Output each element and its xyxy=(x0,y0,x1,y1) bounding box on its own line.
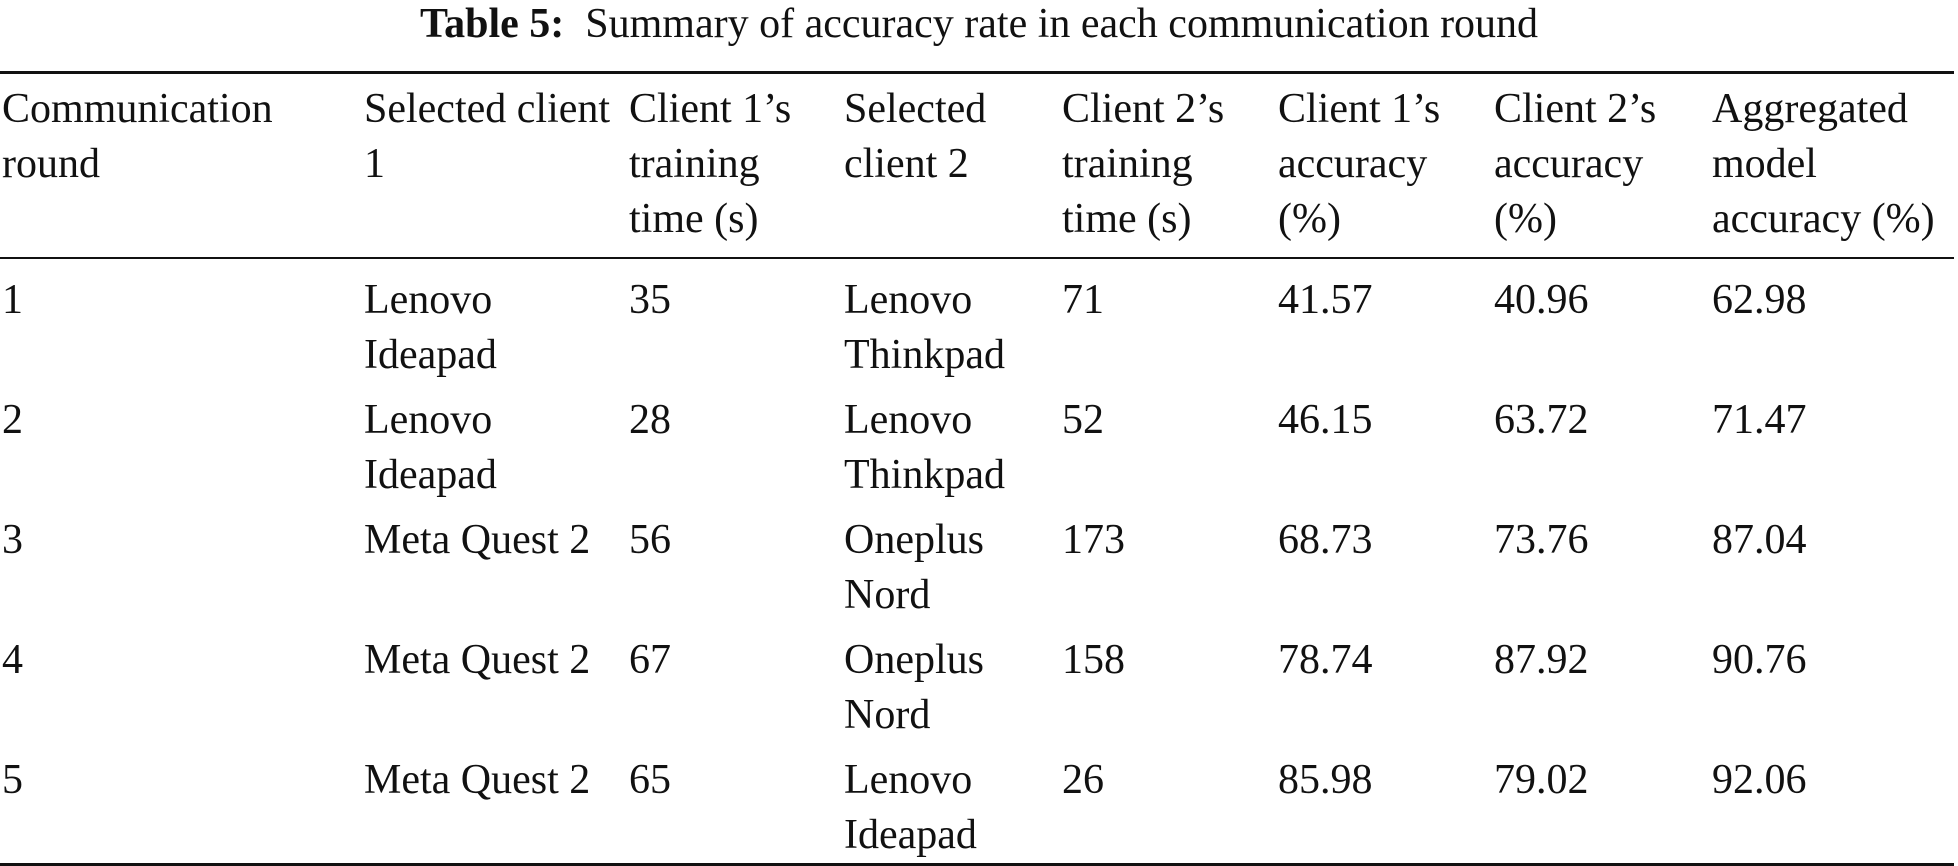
table-caption: Table 5: Summary of accuracy rate in eac… xyxy=(0,0,1958,56)
table-header-row: Communication round Selected client 1 Cl… xyxy=(0,72,1954,258)
cell-communication-round: 2 xyxy=(2,397,23,443)
cell-client-1-accuracy: 41.57 xyxy=(1278,277,1373,323)
cell-client-2-training-time: 71 xyxy=(1062,277,1104,323)
cell-client-2-accuracy: 73.76 xyxy=(1494,517,1589,563)
cell-selected-client-2: Lenovo Thinkpad xyxy=(844,397,1005,498)
header-selected-client-2: Selected client 2 xyxy=(844,86,987,187)
header-aggregated-model-accuracy: Aggregated model accuracy (%) xyxy=(1712,86,1935,242)
cell-client-1-accuracy: 85.98 xyxy=(1278,757,1373,803)
header-client-2-training-time: Client 2’s training time (s) xyxy=(1062,86,1225,242)
cell-selected-client-1: Meta Quest 2 xyxy=(364,637,591,683)
header-selected-client-1: Selected client 1 xyxy=(364,86,611,187)
cell-aggregated-model-accuracy: 62.98 xyxy=(1712,277,1807,323)
cell-selected-client-2: Oneplus Nord xyxy=(844,517,984,618)
cell-communication-round: 4 xyxy=(2,637,23,683)
cell-client-1-training-time: 28 xyxy=(629,397,671,443)
cell-communication-round: 5 xyxy=(2,757,23,803)
table-row: 4 Meta Quest 2 67 Oneplus Nord 158 78.74… xyxy=(0,623,1954,743)
cell-aggregated-model-accuracy: 92.06 xyxy=(1712,757,1807,803)
header-client-1-accuracy: Client 1’s accuracy (%) xyxy=(1278,86,1441,242)
table-row: 1 Lenovo Ideapad 35 Lenovo Thinkpad 71 4… xyxy=(0,258,1954,383)
cell-client-1-training-time: 56 xyxy=(629,517,671,563)
cell-selected-client-2: Lenovo Thinkpad xyxy=(844,277,1005,378)
table-row: 2 Lenovo Ideapad 28 Lenovo Thinkpad 52 4… xyxy=(0,383,1954,503)
cell-client-1-training-time: 67 xyxy=(629,637,671,683)
cell-aggregated-model-accuracy: 87.04 xyxy=(1712,517,1807,563)
cell-client-1-accuracy: 68.73 xyxy=(1278,517,1373,563)
table-row: 5 Meta Quest 2 65 Lenovo Ideapad 26 85.9… xyxy=(0,743,1954,865)
cell-client-2-training-time: 26 xyxy=(1062,757,1104,803)
cell-client-1-accuracy: 78.74 xyxy=(1278,637,1373,683)
cell-client-1-training-time: 35 xyxy=(629,277,671,323)
cell-selected-client-2: Lenovo Ideapad xyxy=(844,757,977,858)
header-client-2-accuracy: Client 2’s accuracy (%) xyxy=(1494,86,1657,242)
cell-client-2-training-time: 173 xyxy=(1062,517,1125,563)
cell-client-2-accuracy: 40.96 xyxy=(1494,277,1589,323)
cell-selected-client-1: Meta Quest 2 xyxy=(364,757,591,803)
cell-client-1-accuracy: 46.15 xyxy=(1278,397,1373,443)
cell-communication-round: 3 xyxy=(2,517,23,563)
cell-selected-client-2: Oneplus Nord xyxy=(844,637,984,738)
cell-client-1-training-time: 65 xyxy=(629,757,671,803)
table-caption-label: Table 5: xyxy=(419,1,565,47)
cell-client-2-training-time: 52 xyxy=(1062,397,1104,443)
header-client-1-training-time: Client 1’s training time (s) xyxy=(629,86,792,242)
cell-client-2-accuracy: 63.72 xyxy=(1494,397,1589,443)
cell-client-2-accuracy: 87.92 xyxy=(1494,637,1589,683)
cell-client-2-accuracy: 79.02 xyxy=(1494,757,1589,803)
cell-aggregated-model-accuracy: 90.76 xyxy=(1712,637,1807,683)
cell-selected-client-1: Lenovo Ideapad xyxy=(364,277,497,378)
cell-client-2-training-time: 158 xyxy=(1062,637,1125,683)
table-caption-text: Summary of accuracy rate in each communi… xyxy=(585,1,1539,47)
table-row: 3 Meta Quest 2 56 Oneplus Nord 173 68.73… xyxy=(0,503,1954,623)
cell-selected-client-1: Lenovo Ideapad xyxy=(364,397,497,498)
header-communication-round: Communication round xyxy=(2,86,273,187)
accuracy-summary-table: Communication round Selected client 1 Cl… xyxy=(0,71,1954,866)
cell-aggregated-model-accuracy: 71.47 xyxy=(1712,397,1807,443)
cell-selected-client-1: Meta Quest 2 xyxy=(364,517,591,563)
cell-communication-round: 1 xyxy=(2,277,23,323)
